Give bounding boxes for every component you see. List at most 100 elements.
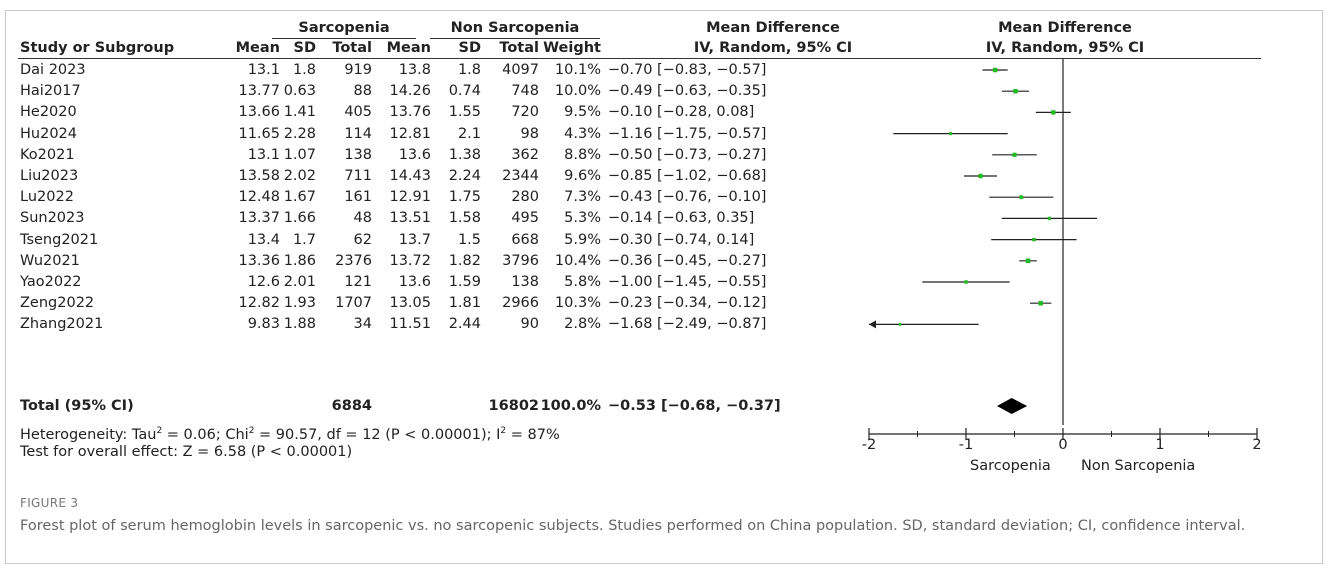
study-marker: [964, 280, 968, 284]
study-weight: 5.9%: [564, 231, 601, 248]
non-sarcopenia-total: 4097: [502, 62, 539, 78]
sarcopenia-total: 88: [353, 83, 372, 100]
sarcopenia-sd: 2.01: [283, 274, 316, 290]
study-name: Hai2017: [20, 83, 81, 100]
header-sd-1: SD: [293, 40, 316, 56]
study-marker: [1019, 195, 1024, 200]
study-weight: 9.6%: [564, 168, 601, 184]
non-sarcopenia-mean: 12.81: [389, 125, 431, 142]
study-ci: −1.00 [−1.45, −0.55]: [608, 274, 767, 290]
sarcopenia-sd: 1.41: [283, 104, 316, 121]
non-sarcopenia-total: 2344: [502, 168, 539, 184]
non-sarcopenia-sd: 1.55: [448, 104, 481, 121]
total-weight: 100.0%: [540, 398, 601, 414]
non-sarcopenia-mean: 13.51: [389, 210, 431, 227]
non-sarcopenia-total: 748: [511, 83, 539, 100]
study-marker: [1032, 237, 1036, 242]
non-sarcopenia-total: 90: [520, 316, 539, 333]
figure-label: FIGURE 3: [20, 496, 79, 510]
study-marker: [948, 132, 953, 136]
sarcopenia-total: 919: [344, 62, 372, 78]
total-n2: 16802: [488, 398, 539, 414]
header-mean-2: Mean: [386, 40, 431, 56]
sarcopenia-total: 48: [353, 210, 372, 227]
x-tick-label: 1: [1155, 437, 1164, 453]
non-sarcopenia-sd: 0.74: [448, 83, 481, 100]
non-sarcopenia-total: 668: [511, 231, 539, 248]
sarcopenia-sd: 2.28: [283, 125, 316, 142]
x-tick-label: 0: [1058, 437, 1067, 453]
overall-effect-text: Test for overall effect: Z = 6.58 (P < 0…: [20, 444, 353, 460]
non-sarcopenia-mean: 13.05: [389, 295, 431, 312]
sarcopenia-mean: 13.66: [238, 104, 280, 121]
non-sarcopenia-mean: 13.8: [398, 62, 431, 78]
non-sarcopenia-sd: 1.58: [448, 210, 481, 227]
header-weight: Weight: [543, 40, 601, 56]
header-mean-1: Mean: [235, 40, 280, 56]
study-name: Lu2022: [20, 189, 74, 206]
pooled-diamond: [997, 398, 1028, 414]
non-sarcopenia-mean: 13.6: [398, 146, 431, 163]
non-sarcopenia-sd: 1.82: [448, 252, 481, 269]
non-sarcopenia-total: 138: [511, 274, 539, 290]
sarcopenia-total: 405: [344, 104, 372, 121]
non-sarcopenia-sd: 1.75: [448, 189, 481, 206]
sarcopenia-mean: 13.1: [247, 62, 280, 78]
study-ci: −0.49 [−0.63, −0.35]: [608, 83, 767, 100]
favours-right-label: Non Sarcopenia: [1081, 458, 1196, 474]
study-marker: [1038, 300, 1043, 306]
non-sarcopenia-sd: 2.24: [448, 168, 481, 184]
sarcopenia-total: 114: [344, 125, 372, 142]
non-sarcopenia-sd: 1.38: [448, 146, 481, 163]
sarcopenia-mean: 9.83: [247, 316, 280, 333]
study-marker: [1047, 216, 1052, 221]
study-name: Liu2023: [20, 168, 79, 184]
sarcopenia-mean: 12.6: [247, 274, 280, 290]
x-tick-label: -1: [959, 437, 973, 453]
study-ci: −0.23 [−0.34, −0.12]: [608, 295, 767, 312]
non-sarcopenia-mean: 13.76: [389, 104, 431, 121]
sarcopenia-mean: 13.1: [247, 146, 280, 163]
non-sarcopenia-total: 495: [511, 210, 539, 227]
sarcopenia-sd: 1.93: [283, 295, 316, 312]
non-sarcopenia-mean: 12.91: [389, 189, 431, 206]
study-name: Hu2024: [20, 125, 77, 142]
study-name: Wu2021: [20, 252, 80, 269]
sarcopenia-sd: 1.86: [283, 252, 316, 269]
total-ci: −0.53 [−0.68, −0.37]: [608, 398, 781, 414]
figure-frame: [5, 10, 1323, 564]
non-sarcopenia-total: 2966: [502, 295, 539, 312]
non-sarcopenia-sd: 1.81: [448, 295, 481, 312]
header-study: Study or Subgroup: [20, 40, 175, 56]
study-name: Dai 2023: [20, 62, 86, 78]
study-weight: 10.4%: [554, 252, 601, 269]
header-total-2: Total: [499, 40, 539, 56]
study-name: Yao2022: [20, 274, 82, 290]
header-plot-mean-difference: Mean Difference: [998, 20, 1132, 36]
sarcopenia-total: 711: [344, 168, 372, 184]
study-weight: 10.0%: [554, 83, 601, 100]
study-ci: −0.14 [−0.63, 0.35]: [608, 210, 755, 227]
non-sarcopenia-mean: 13.72: [389, 252, 431, 269]
total-label: Total (95% CI): [20, 398, 134, 414]
study-name: Zeng2022: [20, 295, 95, 312]
non-sarcopenia-sd: 1.5: [457, 231, 481, 248]
study-marker: [992, 67, 998, 73]
non-sarcopenia-total: 720: [511, 104, 539, 121]
sarcopenia-mean: 13.36: [238, 252, 280, 269]
header-plot-method: IV, Random, 95% CI: [985, 40, 1145, 56]
non-sarcopenia-sd: 1.8: [457, 62, 481, 78]
sarcopenia-sd: 1.88: [283, 316, 316, 333]
sarcopenia-mean: 13.77: [238, 83, 280, 100]
study-name: Tseng2021: [20, 231, 99, 248]
sarcopenia-mean: 11.65: [238, 125, 280, 142]
non-sarcopenia-sd: 1.59: [448, 274, 481, 290]
study-ci: −0.10 [−0.28, 0.08]: [608, 104, 755, 121]
sarcopenia-sd: 0.63: [283, 83, 316, 100]
non-sarcopenia-sd: 2.1: [457, 125, 481, 142]
non-sarcopenia-mean: 14.43: [389, 168, 431, 184]
non-sarcopenia-total: 280: [511, 189, 539, 206]
study-ci: −0.70 [−0.83, −0.57]: [608, 62, 767, 78]
sarcopenia-sd: 2.02: [283, 168, 316, 184]
